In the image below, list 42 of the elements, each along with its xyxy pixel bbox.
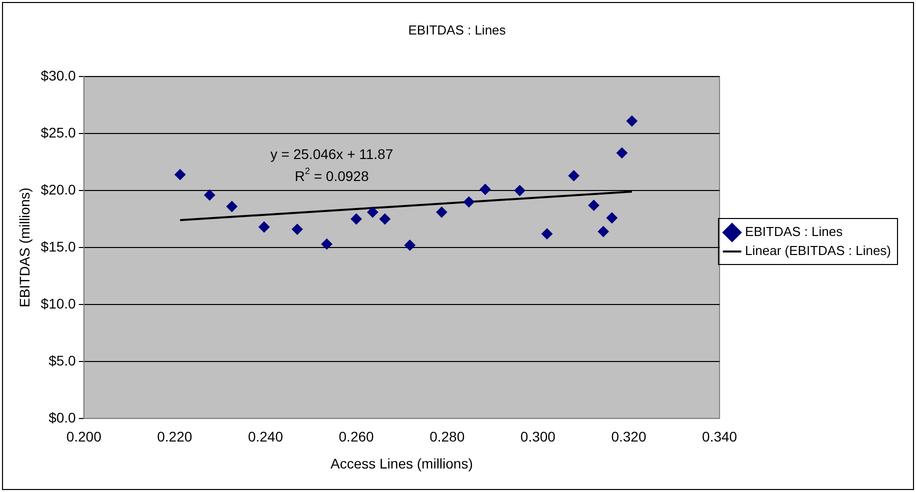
point	[436, 206, 448, 218]
point	[321, 238, 332, 250]
x-tick-label: 0.320	[611, 428, 646, 445]
x-tick-label: 0.300	[520, 428, 556, 445]
point	[616, 147, 628, 158]
point	[204, 190, 216, 201]
point	[598, 226, 609, 238]
x-tick-label: 0.280	[430, 428, 465, 445]
point	[258, 221, 270, 232]
point	[292, 224, 303, 235]
point	[588, 200, 600, 211]
point	[568, 170, 580, 182]
point	[463, 196, 474, 208]
x-axis-title: Access Lines (millions)	[330, 455, 473, 472]
point	[404, 240, 416, 251]
point	[606, 212, 618, 224]
point	[379, 214, 390, 225]
point	[226, 200, 238, 212]
y-tick-label: $0.0	[48, 409, 76, 426]
x-tick-label: 0.220	[157, 428, 192, 445]
point	[367, 206, 378, 218]
y-tick-label: $5.0	[48, 352, 76, 368]
point	[514, 185, 526, 196]
y-tick-label: $20.0	[40, 181, 76, 198]
y-tick-label: $25.0	[40, 124, 76, 140]
point	[174, 169, 186, 180]
point	[350, 214, 362, 225]
y-tick-label: $15.0	[40, 238, 76, 254]
legend-label: EBITDAS : Lines	[745, 224, 844, 240]
x-tick-label: 0.240	[248, 428, 284, 445]
x-tick-label: 0.260	[338, 428, 374, 445]
point	[542, 228, 552, 240]
y-tick-label: $30.0	[40, 67, 76, 84]
point	[480, 184, 491, 195]
x-tick-label: 0.200	[66, 428, 102, 445]
annotation: y = 25.046x + 11.87	[270, 146, 394, 162]
y-tick-label: $10.0	[40, 295, 76, 312]
point	[626, 116, 638, 127]
legend-label: Linear (EBITDAS : Lines)	[745, 243, 892, 258]
y-axis-title: EBITDAS (millions)	[16, 188, 32, 308]
x-tick-label: 0.340	[702, 428, 738, 445]
chart-title: EBITDAS : Lines	[408, 22, 506, 38]
